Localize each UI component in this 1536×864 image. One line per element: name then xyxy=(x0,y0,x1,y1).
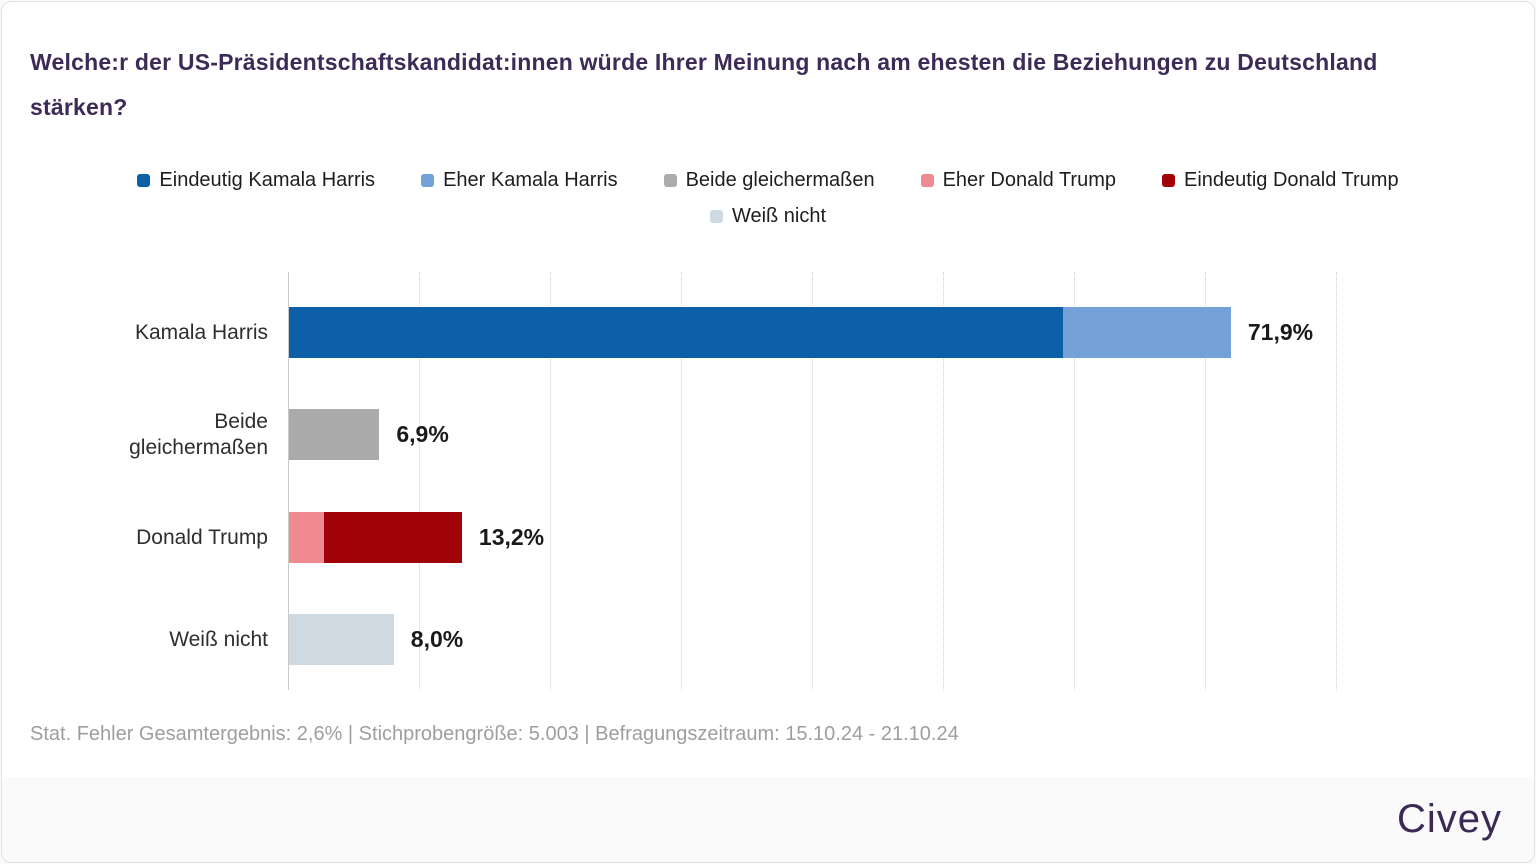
bar-kamala-harris xyxy=(289,307,1231,358)
legend-label: Eher Donald Trump xyxy=(942,169,1116,191)
legend-label: Beide gleichermaßen xyxy=(685,169,875,191)
legend-item: Eindeutig Kamala Harris xyxy=(137,169,375,192)
gridline xyxy=(419,272,420,690)
value-label-donald-trump: 13,2% xyxy=(478,524,545,550)
category-label-beide-gleicherma-en: Beide gleichermaßen xyxy=(129,409,268,459)
bar-segment xyxy=(289,409,380,460)
gridline xyxy=(550,272,551,690)
value-label-beide-gleicherma-en: 6,9% xyxy=(396,421,449,447)
legend: Eindeutig Kamala Harris Eher Kamala Harri… xyxy=(42,169,1494,241)
footer-band: Civey xyxy=(2,777,1534,862)
bar-beide-gleicherma-en xyxy=(289,409,380,460)
gridline xyxy=(1336,272,1337,690)
legend-item: Eher Donald Trump xyxy=(920,169,1116,192)
legend-label: Eher Kamala Harris xyxy=(443,169,618,191)
plot-area: Kamala Harris 71,9% Beide gleichermaßen 6,9… xyxy=(2,272,1534,690)
gridline xyxy=(812,272,813,690)
legend-swatch xyxy=(421,174,435,187)
bar-donald-trump xyxy=(289,512,462,563)
gridline xyxy=(1205,272,1206,690)
legend-swatch xyxy=(709,210,723,223)
category-label-donald-trump: Donald Trump xyxy=(136,525,268,549)
legend-item: Eindeutig Donald Trump xyxy=(1162,169,1399,192)
gridline xyxy=(681,272,682,690)
value-label-wei-nicht: 8,0% xyxy=(410,626,464,652)
y-axis-line xyxy=(288,272,289,690)
bar-segment xyxy=(289,614,394,665)
legend-row: Eindeutig Kamala Harris Eher Kamala Harri… xyxy=(42,169,1494,192)
legend-item: Weiß nicht xyxy=(709,205,827,228)
bar-segment xyxy=(324,512,462,563)
gridline xyxy=(943,272,944,690)
category-label-wei-nicht: Weiß nicht xyxy=(169,627,268,651)
legend-row: Weiß nicht xyxy=(42,205,1494,228)
survey-metadata-note: Stat. Fehler Gesamtergebnis: 2,6% | Stic… xyxy=(30,723,959,745)
value-label-kamala-harris: 71,9% xyxy=(1247,319,1314,345)
legend-label: Weiß nicht xyxy=(731,205,827,227)
legend-swatch xyxy=(1162,174,1175,187)
bar-segment xyxy=(289,307,1064,358)
legend-swatch xyxy=(663,174,677,187)
bar-wei-nicht xyxy=(289,614,394,665)
bar-segment xyxy=(1063,307,1231,358)
gridline xyxy=(1074,272,1075,690)
legend-item: Eher Kamala Harris xyxy=(421,169,618,192)
legend-swatch xyxy=(920,174,934,187)
bar-segment xyxy=(289,512,325,563)
poll-question-title: Welche:r der US-Präsidentschaftskandidat… xyxy=(30,49,1378,120)
legend-item: Beide gleichermaßen xyxy=(663,169,875,192)
category-label-kamala-harris: Kamala Harris xyxy=(134,320,268,344)
legend-label: Eindeutig Donald Trump xyxy=(1184,169,1399,191)
legend-swatch xyxy=(137,174,151,187)
civey-logo: Civey xyxy=(1396,797,1502,841)
legend-label: Eindeutig Kamala Harris xyxy=(159,169,376,191)
